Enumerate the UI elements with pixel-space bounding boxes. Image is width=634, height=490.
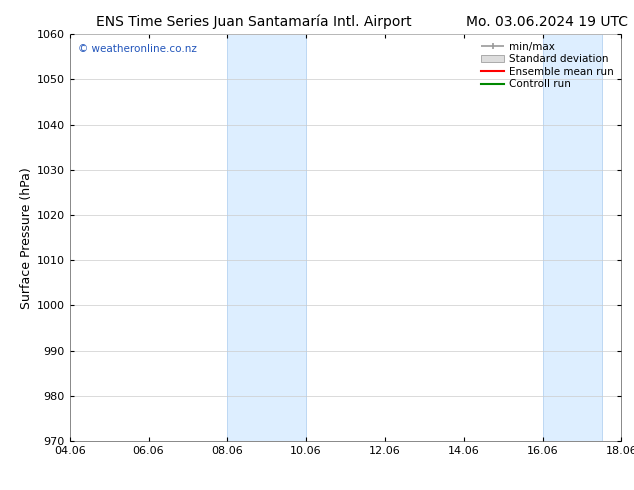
Bar (543, 34, 602, 441)
Text: © weatheronline.co.nz: © weatheronline.co.nz (78, 45, 197, 54)
Bar (228, 34, 306, 441)
Y-axis label: Surface Pressure (hPa): Surface Pressure (hPa) (20, 167, 32, 309)
Legend: min/max, Standard deviation, Ensemble mean run, Controll run: min/max, Standard deviation, Ensemble me… (479, 40, 616, 92)
Text: ENS Time Series Juan Santamaría Intl. Airport: ENS Time Series Juan Santamaría Intl. Ai… (96, 15, 411, 29)
Text: Mo. 03.06.2024 19 UTC: Mo. 03.06.2024 19 UTC (465, 15, 628, 29)
